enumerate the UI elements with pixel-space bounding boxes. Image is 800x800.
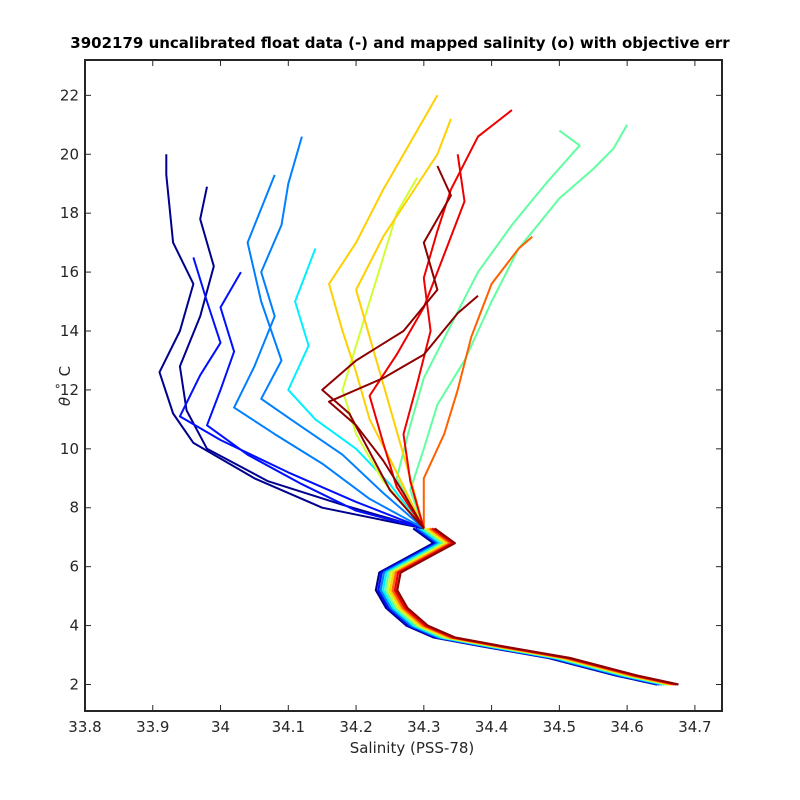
profile-line: [206, 271, 425, 530]
x-axis: 33.8 33.9 34 34.1 34.2 34.3 34.4 34.5 34.6 34.7: [68, 60, 712, 736]
y-tick-label: 8: [69, 499, 79, 517]
y-tick-label: 20: [60, 145, 79, 163]
profile-line: [368, 154, 466, 529]
profile-line: [158, 154, 424, 530]
profile-line: [422, 235, 533, 529]
y-axis-label: θ ° C: [51, 366, 74, 406]
y-tick-label: 10: [60, 440, 79, 458]
x-tick-label: 34.7: [678, 718, 711, 736]
y-tick-label: 12: [60, 381, 79, 399]
x-tick-label: 34.1: [272, 718, 305, 736]
y-tick-label: 22: [60, 86, 79, 104]
profile-line: [178, 257, 425, 530]
profile-line: [355, 118, 452, 529]
x-tick-label: 33.9: [136, 718, 169, 736]
profile-line: [321, 165, 452, 530]
profile-lines: [158, 94, 679, 686]
x-tick-label: 34.5: [543, 718, 576, 736]
chart-title: 3902179 uncalibrated float data (-) and …: [70, 34, 730, 52]
y-tick-label: 16: [60, 263, 79, 281]
y-axis-label-unit: C: [56, 366, 74, 376]
profile-line: [246, 174, 425, 530]
x-tick-label: 34.4: [475, 718, 508, 736]
y-axis: 2 4 6 8 10 12 14 16 18 20 22: [60, 86, 722, 693]
plot-area-frame: [84, 59, 723, 712]
y-axis-label-degree: °: [54, 383, 68, 389]
profile-line: [178, 186, 425, 530]
x-axis-label: Salinity (PSS-78): [350, 739, 475, 757]
y-tick-label: 4: [69, 617, 79, 635]
profile-line: [409, 124, 628, 529]
y-tick-label: 18: [60, 204, 79, 222]
y-tick-label: 6: [69, 558, 79, 576]
x-tick-label: 34.6: [610, 718, 643, 736]
profile-line: [402, 109, 513, 529]
y-tick-label: 14: [60, 322, 79, 340]
profile-line: [328, 294, 479, 529]
x-tick-label: 34: [211, 718, 230, 736]
x-tick-label: 34.2: [339, 718, 372, 736]
y-tick-label: 2: [69, 675, 79, 693]
x-tick-label: 33.8: [68, 718, 101, 736]
profile-line: [233, 136, 425, 530]
profile-line: [341, 177, 425, 530]
x-tick-label: 34.3: [407, 718, 440, 736]
svg-text:θ ° C: θ ° C: [51, 366, 74, 406]
profile-deep-line: [396, 527, 679, 686]
y-axis-label-symbol: θ: [56, 397, 74, 406]
